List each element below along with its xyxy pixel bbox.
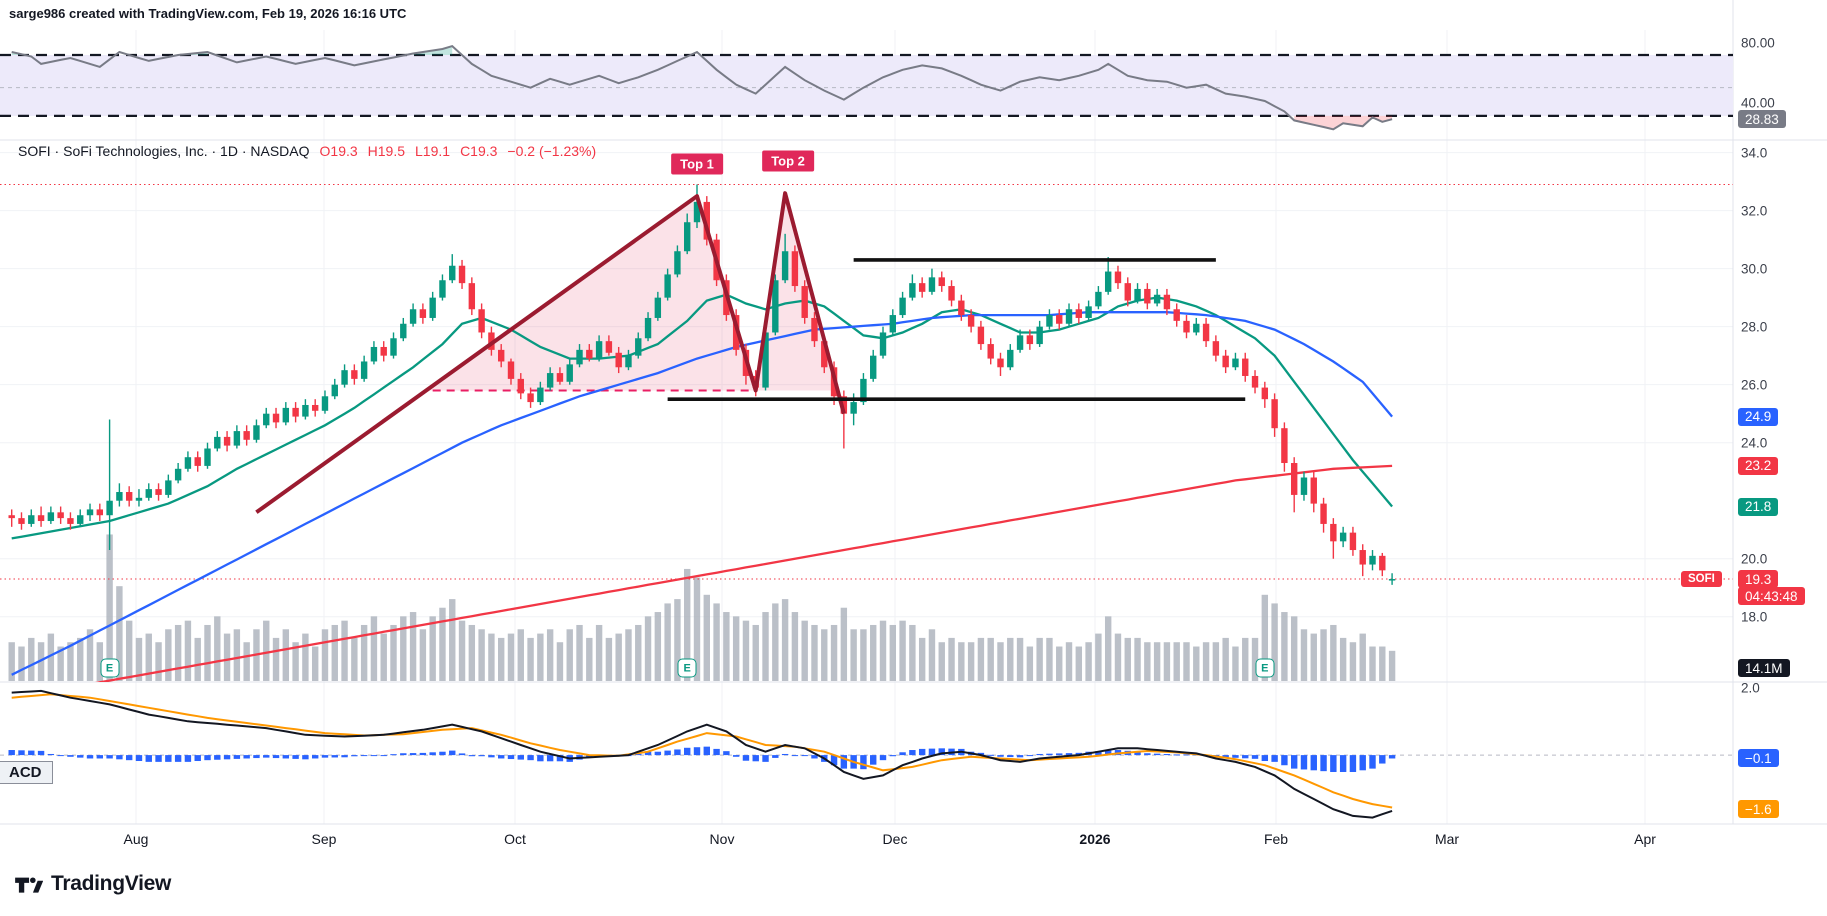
macd-line [11,689,1393,819]
time-axis-label: Sep [311,831,337,847]
macd-axis-label: 2.0 [1741,680,1760,696]
price-axis-label: 30.0 [1741,261,1768,277]
volume-bars [8,534,1396,681]
ma-value-badge: 23.2 [1738,456,1779,475]
macd-signal-line [11,693,1393,809]
sma-slow-line [95,464,1393,682]
sma-mid-line [11,311,1393,676]
symbol-title[interactable]: SOFI · SoFi Technologies, Inc. · 1D · NA… [18,143,310,159]
macd-value-badge: −0.1 [1738,749,1779,768]
ohlc-low: L19.1 [415,143,451,159]
time-axis-label: Feb [1263,831,1289,847]
countdown-badge: 04:43:48 [1738,587,1805,606]
last-price-badge: 19.3 [1738,570,1779,589]
symbol-info-bar[interactable]: SOFI · SoFi Technologies, Inc. · 1D · NA… [18,143,596,159]
double-top-drawing [255,191,846,514]
ma-value-badge: 21.8 [1738,497,1779,516]
rsi-axis-label: 80.00 [1741,35,1775,51]
ohlc-close: C19.3 [460,143,498,159]
time-axis-label: Nov [709,831,735,847]
price-axis-label: 20.0 [1741,551,1768,567]
time-axis-label: Oct [504,831,526,847]
volume-badge: 14.1M [1738,659,1790,677]
price-axis-label: 26.0 [1741,377,1768,393]
price-axis[interactable]: 80.00 40.00 28.83 34.0 32.0 30.0 28.0 26.0 24.0 2… [1733,0,1827,824]
time-axis-label: Mar [1434,831,1460,847]
time-axis-label: Dec [882,831,908,847]
rsi-line [11,44,1393,131]
time-axis-label: Apr [1634,831,1656,847]
tradingview-logo-icon [15,877,43,893]
price-axis-label: 18.0 [1741,609,1768,625]
ma-value-badge: 24.9 [1738,407,1779,426]
ema-fast-line [11,293,1393,540]
chart-credit: sarge986 created with TradingView.com, F… [9,6,407,21]
price-axis-label: 34.0 [1741,145,1768,161]
tradingview-logo-text: TradingView [51,872,172,895]
tradingview-logo[interactable]: TradingView [13,869,171,899]
macd-indicator-label[interactable]: ACD [0,761,53,784]
change-value: −0.2 (−1.23%) [507,143,597,159]
rsi-value-badge: 28.83 [1738,110,1786,129]
ohlc-high: H19.5 [367,143,406,159]
time-axis-label: Aug [123,831,149,847]
macd-histogram [8,746,1396,772]
price-axis-label: 28.0 [1741,319,1768,335]
macd-value-badge: −1.6 [1738,800,1779,819]
rsi-axis-label: 40.00 [1741,95,1775,111]
price-axis-label: 24.0 [1741,435,1768,451]
main-pane [0,184,1733,682]
time-axis-label: 2026 [1079,831,1111,847]
price-axis-label: 32.0 [1741,203,1768,219]
ohlc-open: O19.3 [319,143,358,159]
time-axis[interactable]: Aug Sep Oct Nov Dec 2026 Feb Mar Apr [0,824,1827,854]
